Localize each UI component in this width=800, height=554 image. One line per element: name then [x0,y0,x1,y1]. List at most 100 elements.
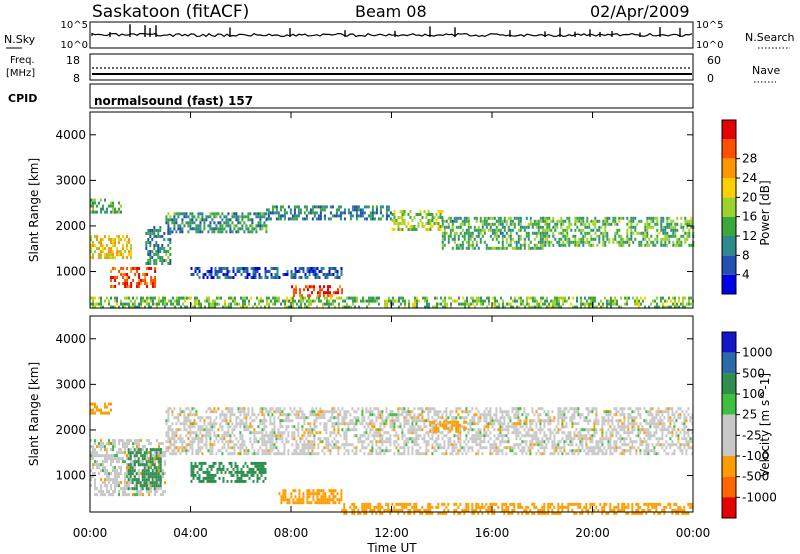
data-cell [318,299,320,303]
data-cell [287,413,290,417]
data-cell [90,296,92,300]
data-cell [112,439,114,443]
data-cell [289,413,292,417]
data-cell [411,452,414,456]
data-cell [122,244,124,248]
data-cell [607,419,610,423]
data-cell [541,237,544,241]
data-cell [154,460,156,464]
data-cell [223,419,226,423]
data-cell [608,237,611,241]
data-cell [680,240,683,244]
data-cell [337,416,340,420]
data-cell [365,205,368,209]
data-cell [191,437,194,441]
data-cell [403,222,406,225]
data-cell [537,219,540,223]
data-cell [211,425,214,429]
data-cell [307,452,310,456]
data-cell [519,431,522,435]
data-cell [624,302,626,306]
data-cell [615,407,618,411]
data-cell [167,425,170,429]
data-cell [145,463,148,467]
data-cell [175,218,178,222]
date-title: 02/Apr/2009 [590,2,690,21]
data-cell [463,419,466,423]
data-cell [485,419,488,423]
data-cell [223,431,226,435]
data-cell [122,267,125,270]
data-cell [122,490,124,494]
data-cell [110,448,112,452]
data-cell [129,466,132,470]
data-cell [660,216,663,220]
data-cell [307,428,310,432]
data-cell [122,451,124,455]
data-cell [108,235,110,239]
data-cell [114,490,116,494]
data-cell [591,446,594,450]
data-cell [416,299,418,303]
data-cell [347,422,350,426]
data-cell [449,410,452,414]
data-cell [141,472,144,476]
data-cell [328,305,330,309]
data-cell [441,225,444,228]
data-cell [271,211,274,215]
data-cell [619,407,622,411]
data-cell [607,440,610,444]
data-cell [259,212,262,216]
data-cell [201,215,204,219]
data-cell [467,240,470,244]
data-cell [571,407,574,411]
data-cell [359,440,362,444]
data-cell [608,216,611,220]
data-cell [561,431,564,435]
data-cell [259,431,262,435]
data-cell [531,437,534,441]
data-cell [319,288,321,292]
data-cell [467,413,470,417]
data-cell [295,410,298,414]
data-cell [212,299,214,303]
data-cell [452,299,454,303]
data-cell [367,434,370,438]
data-cell [632,225,635,229]
data-cell [134,305,136,309]
data-cell [459,225,462,229]
data-cell [242,296,244,300]
data-cell [267,208,270,212]
data-cell [666,237,669,241]
data-cell [560,216,563,220]
data-cell [135,487,138,491]
data-cell [116,250,118,254]
data-cell [469,410,472,414]
data-cell [369,410,372,414]
data-cell [112,204,114,208]
data-cell [447,237,450,241]
data-cell [118,207,120,211]
data-cell [251,230,254,234]
data-cell [377,217,380,221]
data-cell [299,437,302,441]
data-cell [389,422,392,426]
data-cell [100,198,102,202]
data-cell [622,240,625,244]
data-cell [381,449,384,453]
data-cell [231,407,234,411]
data-cell [553,452,556,456]
data-cell [283,214,286,218]
data-cell [398,305,400,309]
data-cell [251,221,254,225]
data-cell [173,449,176,453]
data-cell [171,410,174,414]
data-cell [554,237,557,241]
data-cell [486,296,488,300]
data-cell [473,419,476,423]
data-cell [204,273,207,276]
data-cell [108,457,110,461]
data-cell [293,294,295,298]
data-cell [567,437,570,441]
